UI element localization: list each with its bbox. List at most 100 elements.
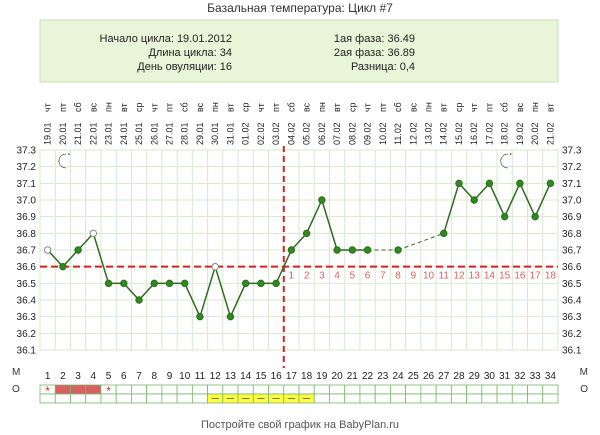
day-number-label: 12	[210, 371, 222, 382]
m-row-cell	[329, 384, 346, 395]
day-number-label: 29	[469, 371, 481, 382]
info-cycle-start: Начало цикла: 19.01.2012	[100, 33, 232, 45]
day-number-label: 11	[195, 371, 206, 382]
row-label-m: М	[12, 367, 20, 378]
temperature-line-segment	[519, 183, 536, 217]
m-row-cell	[542, 384, 559, 395]
o-row-cell	[420, 393, 437, 404]
weekday-label: пн	[530, 102, 540, 112]
day-number-label: 21	[347, 371, 359, 382]
m-row-cell	[527, 384, 544, 395]
m-row-cell	[511, 384, 528, 395]
y-tick-label-right: 36.4	[562, 296, 582, 307]
o-row-cell	[390, 393, 407, 404]
temperature-line-segment	[47, 249, 64, 268]
weekday-label: ср	[134, 102, 144, 112]
date-label: 16.02	[469, 122, 479, 145]
m-row-cell	[466, 384, 483, 395]
temperature-point	[196, 312, 204, 321]
o-row-cell	[54, 393, 71, 404]
date-label: 30.01	[210, 122, 220, 145]
luteal-day-label: 14	[484, 271, 496, 282]
date-label: 10.02	[378, 122, 388, 145]
temperature-point	[257, 279, 265, 288]
date-label: 20.01	[58, 122, 68, 145]
y-tick-label-right: 37.0	[562, 196, 582, 207]
weekday-label: сб	[500, 102, 510, 112]
luteal-day-label: 15	[499, 271, 511, 282]
date-label: 27.01	[165, 122, 175, 145]
y-tick-label-right: 37.2	[562, 162, 582, 173]
m-row-cell	[283, 384, 300, 395]
weekday-label: пн	[424, 102, 434, 112]
o-row-cell	[115, 393, 132, 404]
m-row-cell	[405, 384, 422, 395]
date-label: 28.01	[180, 122, 190, 145]
weekday-label: чт	[363, 103, 373, 112]
day-number-label: 33	[530, 371, 542, 382]
temperature-point	[531, 212, 539, 221]
day-number-label: 19	[316, 371, 328, 382]
o-row-cell	[176, 393, 193, 404]
plot-area: 37.3 37.3 37.2 37.2 37.1 37.1 37.0 37.0 36.9 36.9…	[17, 102, 582, 404]
temperature-point	[226, 312, 235, 321]
weekday-label: вт	[332, 103, 342, 112]
chart-title: Базальная температура: Цикл #7	[207, 1, 393, 15]
temperature-point	[74, 246, 82, 254]
day-number-label: 34	[545, 371, 557, 382]
luteal-day-label: 17	[530, 271, 542, 282]
luteal-day-label: 6	[365, 271, 371, 282]
date-label: 06.02	[317, 122, 327, 145]
day-number-label: 23	[377, 371, 389, 382]
m-row-cell	[54, 384, 71, 395]
o-row-cell	[450, 393, 467, 404]
moon-icon	[58, 153, 66, 169]
info-cycle-length: Длина цикла: 34	[148, 47, 232, 59]
date-label: 03.02	[271, 122, 281, 145]
day-number-label: 24	[392, 371, 404, 382]
temperature-point	[287, 246, 296, 254]
o-row-cell	[405, 393, 422, 404]
spotting-mark: *	[45, 384, 50, 398]
temperature-line-segment	[199, 266, 216, 317]
temperature-line-segment	[473, 182, 490, 201]
temperature-point	[43, 246, 52, 254]
date-label: 21.02	[545, 122, 555, 145]
y-tick-label-left: 36.3	[17, 312, 37, 323]
m-row-cell	[374, 384, 391, 395]
temperature-point	[440, 229, 448, 238]
o-row-cell	[146, 393, 163, 404]
info-difference: Разница: 0,4	[351, 61, 415, 73]
row-label-o: О	[12, 384, 20, 395]
day-number-label: 15	[255, 371, 267, 382]
o-row-cell	[161, 393, 178, 404]
y-tick-label-left: 37.0	[17, 196, 37, 207]
day-number-label: 30	[484, 371, 496, 382]
weekday-label: вс	[515, 102, 525, 112]
luteal-day-label: 16	[514, 271, 526, 282]
o-row-cell	[329, 393, 346, 404]
temperature-point	[211, 262, 219, 271]
date-label: 19.02	[515, 122, 525, 145]
weekday-label: ср	[241, 102, 251, 112]
o-row-cell	[496, 393, 513, 404]
date-label: 24.01	[119, 122, 129, 145]
o-row-cell	[527, 393, 544, 404]
footer-link[interactable]: Постройте свой график на BabyPlan.ru	[201, 419, 399, 431]
day-number-label: 18	[301, 371, 313, 382]
temperature-line-segment	[184, 283, 201, 317]
m-row-cell	[496, 384, 513, 395]
temperature-point	[363, 246, 372, 254]
o-row-cell	[85, 393, 102, 404]
y-tick-label-left: 37.1	[17, 179, 37, 190]
date-label: 15.02	[454, 122, 464, 145]
date-label: 31.01	[225, 122, 235, 145]
luteal-day-label: 8	[395, 271, 401, 282]
weekday-label: пт	[271, 103, 281, 112]
row-label-o-right: О	[580, 384, 588, 395]
y-tick-label-right: 36.2	[562, 329, 582, 340]
temperature-point	[135, 296, 143, 304]
y-tick-label-right: 37.3	[562, 146, 582, 157]
o-row-cell	[39, 393, 56, 404]
date-label: 20.02	[530, 122, 540, 145]
